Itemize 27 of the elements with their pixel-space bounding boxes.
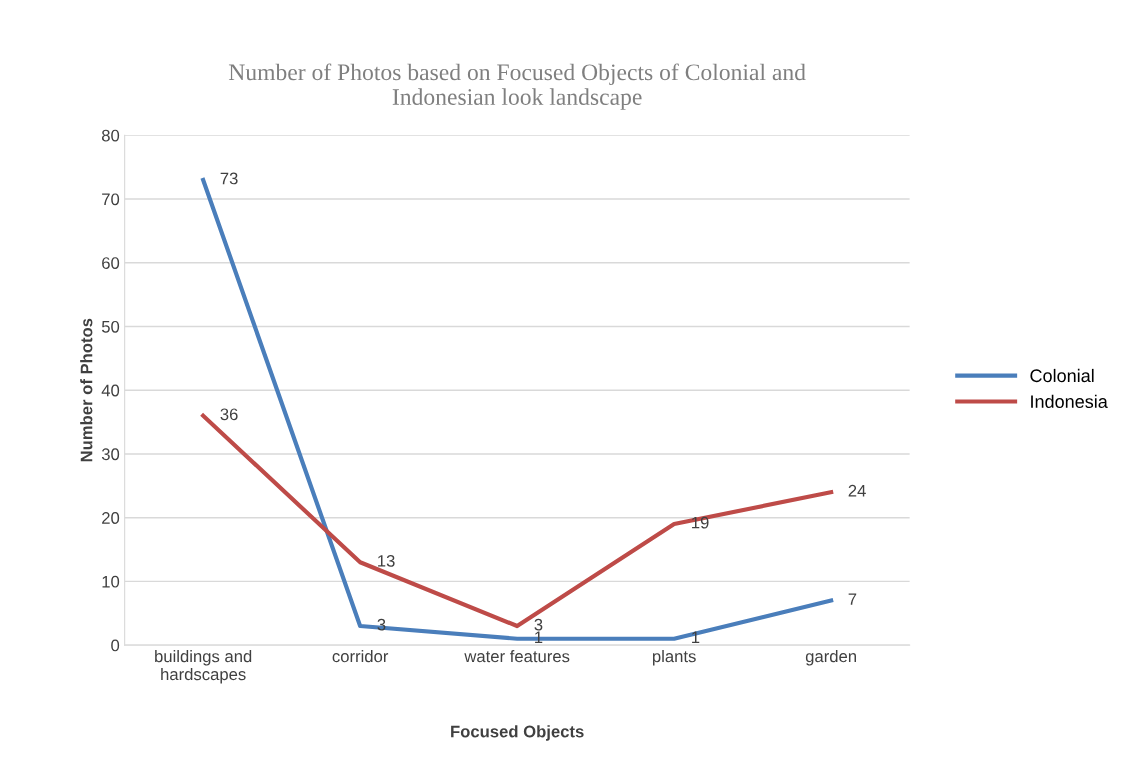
y-tick-label: 50	[101, 320, 120, 333]
chart-title: Number of Photos based on Focused Objects of Colonial and Indonesian look landscape	[228, 63, 806, 110]
legend-label: Colonial	[1030, 368, 1094, 383]
data-label: 19	[692, 516, 709, 529]
data-label: 36	[220, 408, 238, 421]
legend-label: Indonesia	[1031, 394, 1108, 408]
data-label: 7	[848, 593, 857, 605]
x-tick-label: corridor	[332, 650, 389, 663]
y-tick-label: 70	[102, 193, 120, 206]
y-tick-label: 0	[111, 639, 120, 652]
y-axis-title: Number of Photos	[80, 318, 93, 462]
data-label: 13	[378, 554, 395, 567]
y-tick-label: 60	[102, 257, 120, 269]
x-axis-title: Focused Objects	[451, 725, 584, 741]
x-tick-label: buildings and hardscapes	[155, 650, 252, 684]
data-label: 73	[220, 172, 238, 185]
x-tick-label: plants	[652, 650, 696, 666]
data-label: 1	[692, 631, 700, 644]
y-tick-label: 30	[101, 448, 120, 461]
x-tick-label: water features	[464, 650, 570, 663]
y-tick-label: 80	[101, 129, 120, 142]
y-tick-label: 20	[102, 512, 120, 524]
data-label: 3	[534, 618, 543, 631]
data-label: 24	[848, 484, 866, 497]
y-tick-label: 40	[101, 384, 120, 397]
y-tick-label: 10	[102, 575, 120, 588]
x-tick-label: garden	[805, 650, 856, 666]
